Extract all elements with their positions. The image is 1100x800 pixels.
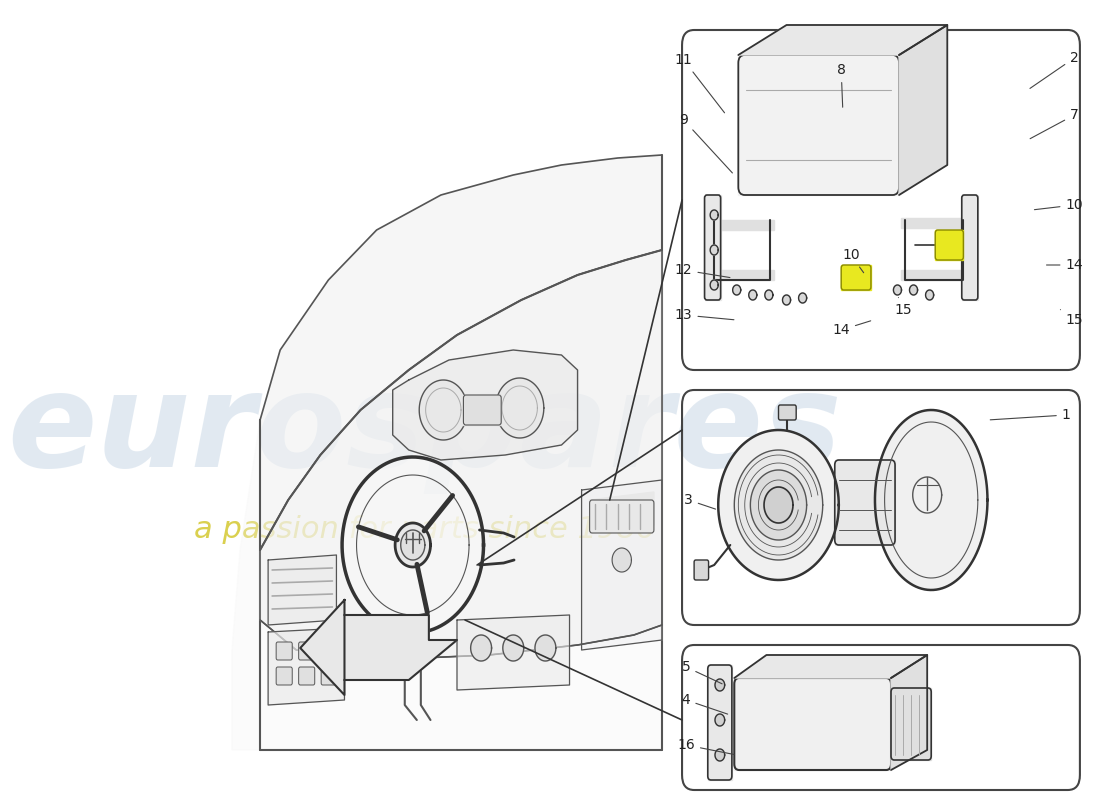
FancyBboxPatch shape [961, 195, 978, 300]
Polygon shape [961, 195, 978, 300]
Text: 4: 4 [682, 693, 727, 714]
Polygon shape [782, 295, 791, 305]
Text: eurospares: eurospares [8, 366, 843, 494]
Text: 12: 12 [674, 263, 730, 278]
Polygon shape [260, 250, 662, 660]
Polygon shape [535, 635, 556, 661]
FancyBboxPatch shape [590, 500, 653, 533]
Polygon shape [503, 635, 524, 661]
Polygon shape [612, 548, 631, 572]
Polygon shape [232, 155, 662, 750]
Text: 11: 11 [674, 53, 725, 113]
FancyBboxPatch shape [299, 667, 315, 685]
Text: 14: 14 [833, 321, 871, 337]
FancyBboxPatch shape [707, 665, 732, 780]
Polygon shape [835, 460, 895, 545]
Polygon shape [764, 290, 773, 300]
Polygon shape [715, 749, 725, 761]
Polygon shape [902, 270, 967, 280]
Polygon shape [738, 25, 947, 55]
Polygon shape [582, 480, 662, 650]
Polygon shape [735, 450, 823, 560]
Polygon shape [750, 470, 806, 540]
FancyBboxPatch shape [321, 667, 338, 685]
Polygon shape [496, 378, 543, 438]
Polygon shape [260, 155, 662, 550]
Text: a passion for parts since 1986: a passion for parts since 1986 [195, 515, 656, 545]
Text: 1: 1 [990, 408, 1070, 422]
Polygon shape [733, 285, 740, 295]
Polygon shape [393, 350, 578, 460]
Polygon shape [342, 457, 484, 633]
Text: 3: 3 [684, 493, 716, 509]
Polygon shape [419, 380, 468, 440]
Polygon shape [891, 688, 932, 760]
FancyBboxPatch shape [835, 460, 895, 545]
Polygon shape [400, 530, 425, 560]
Polygon shape [268, 555, 337, 625]
Text: 14: 14 [1046, 258, 1084, 272]
Polygon shape [344, 615, 456, 680]
Polygon shape [842, 265, 871, 290]
Polygon shape [925, 290, 934, 300]
FancyBboxPatch shape [738, 55, 899, 195]
Polygon shape [711, 280, 718, 290]
Polygon shape [749, 290, 757, 300]
Text: 13: 13 [674, 308, 734, 322]
Polygon shape [902, 218, 967, 228]
FancyBboxPatch shape [276, 667, 293, 685]
Polygon shape [300, 600, 344, 695]
Polygon shape [395, 523, 430, 567]
Polygon shape [799, 293, 806, 303]
FancyBboxPatch shape [735, 678, 891, 770]
Text: 10: 10 [1034, 198, 1084, 212]
Text: 5: 5 [682, 660, 722, 684]
FancyBboxPatch shape [694, 560, 708, 580]
Polygon shape [715, 714, 725, 726]
Polygon shape [590, 492, 653, 533]
Polygon shape [893, 285, 902, 295]
Polygon shape [899, 25, 947, 195]
FancyBboxPatch shape [276, 642, 293, 660]
Polygon shape [718, 430, 839, 580]
Polygon shape [268, 628, 344, 705]
Polygon shape [935, 230, 964, 260]
Polygon shape [735, 655, 927, 678]
Polygon shape [456, 615, 570, 690]
FancyBboxPatch shape [463, 395, 502, 425]
Polygon shape [711, 220, 774, 230]
FancyBboxPatch shape [299, 642, 315, 660]
Polygon shape [711, 270, 774, 280]
Polygon shape [711, 245, 718, 255]
Polygon shape [463, 395, 502, 425]
Polygon shape [705, 195, 720, 300]
Text: 7: 7 [1030, 108, 1079, 138]
FancyBboxPatch shape [842, 265, 871, 290]
Polygon shape [707, 665, 732, 780]
Polygon shape [711, 210, 718, 220]
Text: 9: 9 [679, 113, 733, 173]
Polygon shape [891, 655, 927, 770]
FancyBboxPatch shape [891, 688, 932, 760]
Polygon shape [471, 635, 492, 661]
Polygon shape [910, 285, 917, 295]
Polygon shape [764, 487, 793, 523]
FancyBboxPatch shape [321, 642, 338, 660]
Text: 2: 2 [1030, 51, 1079, 89]
FancyBboxPatch shape [705, 195, 720, 300]
FancyBboxPatch shape [935, 230, 964, 260]
Text: 15: 15 [1060, 310, 1083, 327]
Polygon shape [874, 410, 988, 590]
Text: 15: 15 [894, 298, 912, 317]
Polygon shape [715, 679, 725, 691]
Text: 8: 8 [837, 63, 846, 107]
Polygon shape [735, 678, 891, 770]
Polygon shape [738, 55, 899, 195]
FancyBboxPatch shape [779, 405, 796, 420]
Text: 16: 16 [678, 738, 734, 754]
Text: 10: 10 [842, 248, 864, 273]
